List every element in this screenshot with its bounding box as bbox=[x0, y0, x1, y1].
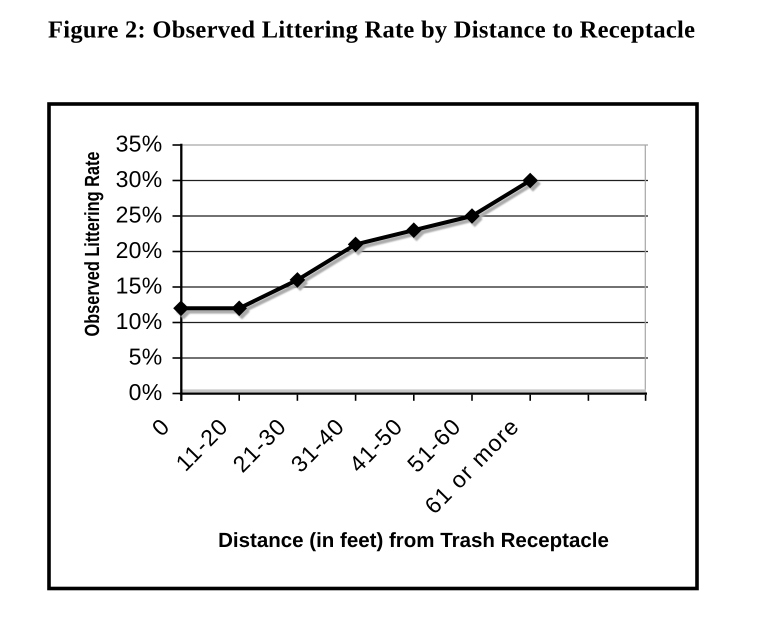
svg-text:15%: 15% bbox=[116, 273, 163, 299]
svg-text:5%: 5% bbox=[129, 344, 163, 370]
svg-text:0%: 0% bbox=[129, 379, 163, 405]
svg-text:Figure 2: Observed Littering R: Figure 2: Observed Littering Rate by Dis… bbox=[48, 17, 695, 44]
svg-text:30%: 30% bbox=[116, 166, 163, 192]
svg-text:25%: 25% bbox=[116, 202, 163, 228]
svg-text:20%: 20% bbox=[116, 237, 163, 263]
svg-text:Observed Littering Rate: Observed Littering Rate bbox=[81, 152, 104, 337]
svg-text:35%: 35% bbox=[116, 131, 163, 157]
svg-text:Distance (in feet) from Trash: Distance (in feet) from Trash Receptacle bbox=[218, 529, 609, 552]
svg-text:10%: 10% bbox=[116, 308, 163, 334]
